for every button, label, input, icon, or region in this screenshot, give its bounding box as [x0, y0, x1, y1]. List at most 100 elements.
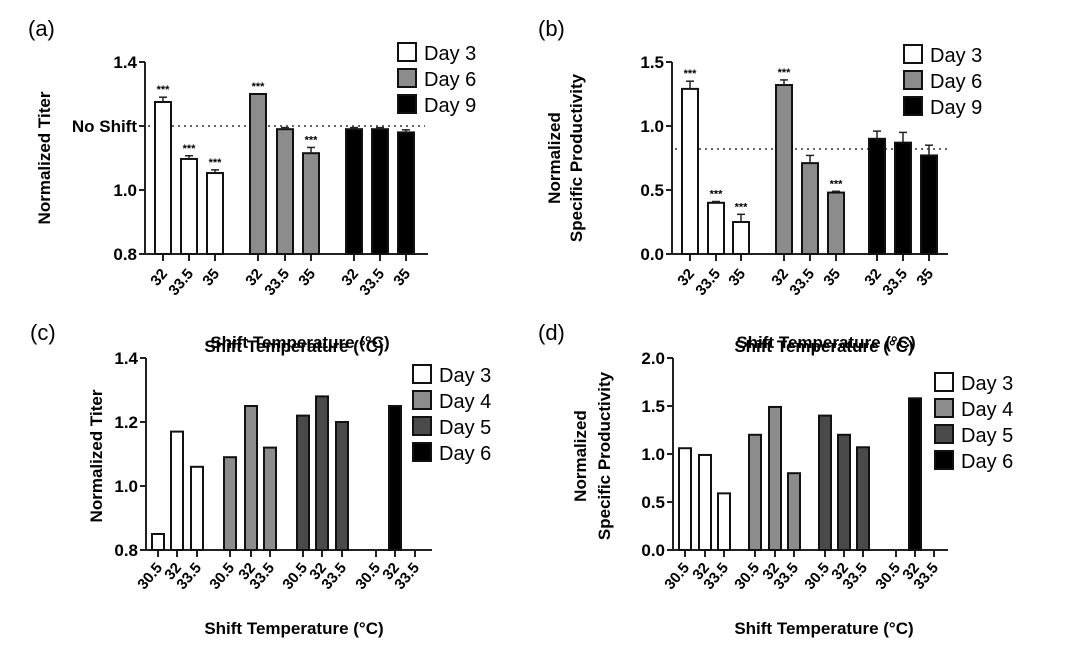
- bar: [206, 172, 224, 255]
- bar: [151, 533, 165, 551]
- bar: [397, 131, 415, 255]
- significance-marker: ***: [735, 201, 749, 213]
- legend-label: Day 4: [961, 399, 1013, 421]
- bar: [678, 447, 692, 551]
- bar: [748, 433, 762, 551]
- bar: [276, 128, 294, 255]
- x-axis-label: Shift Temperature (°C): [210, 333, 389, 352]
- chart-panel-b: (b) 0.0 0.5 1.0 1.5 Normalized Specific Produc…: [538, 16, 982, 352]
- bar: [190, 465, 204, 551]
- y-tick-label: 1.5: [641, 397, 665, 416]
- y-tick-label: 0.0: [640, 245, 664, 264]
- legend-swatch: [397, 42, 417, 62]
- bar: [894, 141, 912, 255]
- x-axis-label: Shift Temperature (°C): [204, 337, 383, 356]
- y-axis-label: Normalized Titer: [35, 91, 54, 224]
- bar: [388, 405, 402, 551]
- bar: [296, 414, 310, 551]
- x-tick-label: 30.5: [661, 560, 693, 593]
- x-axis-label: Shift Temperature (°C): [736, 333, 915, 352]
- bar: [908, 397, 922, 551]
- bar: [717, 492, 731, 551]
- legend-swatch: [903, 96, 923, 116]
- bar: [787, 472, 801, 552]
- y-axis-label: Specific Productivity: [567, 73, 586, 242]
- legend-label: Day 6: [930, 71, 982, 93]
- y-tick-label: 0.8: [114, 541, 138, 560]
- chart-panel-d: (d) 0.0 0.5 1.0 1.5 2.0 Normalized Specific Pro…: [538, 320, 1013, 638]
- legend-label: Day 4: [439, 391, 491, 413]
- bar: [732, 221, 750, 255]
- legend-swatch: [412, 416, 432, 436]
- bar: [837, 433, 851, 551]
- x-tick-label: 30.5: [352, 560, 384, 593]
- legend-swatch: [903, 44, 923, 64]
- y-tick-label: 0.8: [113, 245, 137, 264]
- legend-swatch: [934, 450, 954, 470]
- y-tick-label: 1.2: [114, 413, 138, 432]
- panel-label: (b): [538, 16, 565, 41]
- bar: [827, 191, 845, 255]
- y-axis-label: Normalized Titer: [87, 389, 106, 522]
- bar: [154, 101, 172, 255]
- legend-swatch: [934, 372, 954, 392]
- legend-label: Day 6: [439, 443, 491, 465]
- x-tick-label: 35: [295, 266, 319, 290]
- y-tick-label: 2.0: [641, 349, 665, 368]
- legend-label: Day 3: [961, 373, 1013, 395]
- significance-marker: ***: [684, 68, 698, 80]
- significance-marker: ***: [183, 143, 197, 155]
- panel-label: (d): [538, 320, 565, 345]
- bar: [698, 453, 712, 551]
- bar: [345, 128, 363, 255]
- legend-swatch: [397, 68, 417, 88]
- bar: [868, 137, 886, 255]
- legend-swatch: [412, 390, 432, 410]
- y-tick-label: 0.0: [641, 541, 665, 560]
- y-tick-label: 0.5: [641, 493, 665, 512]
- bar: [801, 162, 819, 255]
- x-axis-label: Shift Temperature (°C): [734, 337, 913, 356]
- x-tick-label: 30.5: [206, 560, 238, 593]
- y-tick-label: 1.5: [640, 53, 664, 72]
- x-tick-label: 33.5: [165, 266, 197, 299]
- x-tick-label: 30.5: [801, 560, 833, 593]
- x-axis-label: Shift Temperature (°C): [734, 619, 913, 638]
- significance-marker: ***: [157, 84, 171, 96]
- x-tick-label: 35: [390, 266, 414, 290]
- x-axis-label: Shift Temperature (°C): [204, 619, 383, 638]
- legend-swatch: [412, 442, 432, 462]
- legend-label: Day 9: [930, 97, 982, 119]
- y-tick-label: No Shift: [72, 117, 137, 136]
- legend-swatch: [412, 364, 432, 384]
- x-tick-label: 33.5: [261, 266, 293, 299]
- bar: [249, 93, 267, 255]
- y-tick-label: 1.0: [113, 181, 137, 200]
- bar: [371, 128, 389, 255]
- significance-marker: ***: [830, 178, 844, 190]
- x-tick-label: 33.5: [318, 560, 350, 593]
- bar: [223, 456, 237, 552]
- x-tick-label: 30.5: [731, 560, 763, 593]
- panel-label: (a): [28, 16, 55, 41]
- bar: [775, 84, 793, 256]
- legend-label: Day 6: [424, 69, 476, 91]
- x-tick-label: 30.5: [279, 560, 311, 593]
- y-axis-label: Normalized: [571, 410, 590, 502]
- significance-marker: ***: [305, 134, 319, 146]
- legend-swatch: [397, 94, 417, 114]
- legend-label: Day 3: [424, 43, 476, 65]
- legend-label: Day 9: [424, 95, 476, 117]
- y-axis-label: Specific Productivity: [595, 371, 614, 540]
- y-tick-label: 1.0: [641, 445, 665, 464]
- x-tick-label: 33.5: [173, 560, 205, 593]
- x-tick-label: 33.5: [356, 266, 388, 299]
- bar: [335, 421, 349, 551]
- legend-label: Day 3: [439, 365, 491, 387]
- bar: [244, 405, 258, 551]
- bar: [302, 152, 320, 255]
- legend-swatch: [934, 424, 954, 444]
